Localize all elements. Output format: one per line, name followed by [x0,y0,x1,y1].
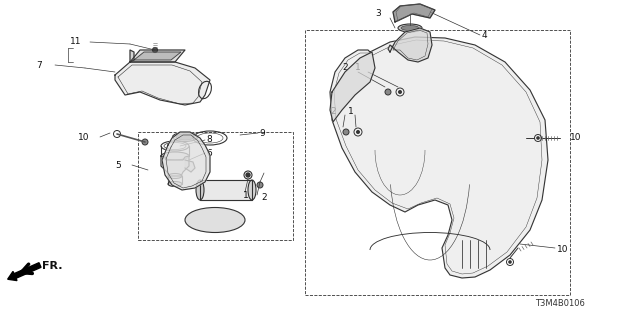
Circle shape [508,260,512,264]
Polygon shape [115,62,210,105]
Text: 5: 5 [115,161,121,170]
Ellipse shape [196,180,204,200]
Text: 10: 10 [557,245,568,254]
Text: 8: 8 [206,135,212,145]
Ellipse shape [176,134,194,140]
Text: FR.: FR. [42,261,63,271]
Polygon shape [162,132,210,190]
Ellipse shape [168,173,182,179]
Ellipse shape [401,26,419,30]
Ellipse shape [161,152,189,160]
Circle shape [246,173,250,177]
Polygon shape [161,156,189,176]
Circle shape [343,129,349,135]
Text: 9: 9 [259,129,265,138]
FancyArrow shape [8,263,41,281]
Text: 1: 1 [348,108,354,116]
Text: 6: 6 [206,148,212,157]
Polygon shape [130,50,185,62]
Polygon shape [200,180,252,200]
Text: 10: 10 [78,132,90,141]
Text: T3M4B0106: T3M4B0106 [535,299,585,308]
Circle shape [356,130,360,134]
Polygon shape [393,4,435,22]
Text: 1: 1 [355,63,361,73]
Polygon shape [330,37,548,278]
Bar [305,30,570,295]
Bar [138,132,293,240]
Polygon shape [130,50,134,62]
Text: 4: 4 [482,30,488,39]
Circle shape [398,90,402,94]
Text: 2: 2 [261,194,267,203]
Text: 11: 11 [70,37,81,46]
Circle shape [257,182,263,188]
Text: 3: 3 [375,10,381,19]
Circle shape [385,89,391,95]
Text: 2: 2 [330,108,335,116]
Ellipse shape [173,132,198,141]
Ellipse shape [398,24,422,32]
Text: 2: 2 [342,63,348,73]
Polygon shape [388,28,432,62]
Ellipse shape [248,180,256,200]
Ellipse shape [185,207,245,233]
Ellipse shape [168,181,182,187]
Text: 1: 1 [243,190,249,199]
Polygon shape [134,52,181,60]
Text: 7: 7 [36,60,42,69]
Text: 10: 10 [570,133,582,142]
Polygon shape [185,160,195,172]
Polygon shape [330,52,375,122]
Circle shape [152,47,157,52]
Circle shape [536,136,540,140]
Circle shape [142,139,148,145]
